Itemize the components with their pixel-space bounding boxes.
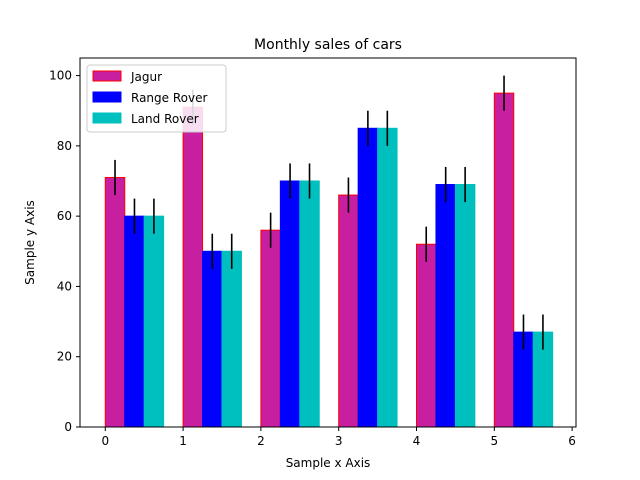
legend-label-land-rover: Land Rover (131, 112, 199, 126)
legend-label-range-rover: Range Rover (131, 91, 207, 105)
x-axis-label: Sample x Axis (286, 456, 371, 470)
bar-land-rover-2 (299, 180, 320, 428)
bar-jagur-5 (493, 92, 515, 428)
y-tick-label: 100 (49, 69, 72, 83)
legend-swatch-range-rover (92, 91, 122, 103)
plot-frame (79, 57, 577, 428)
x-tick-label: 6 (568, 434, 576, 448)
bar-range-rover-3 (357, 127, 379, 428)
legend: Jagur Range Rover Land Rover (86, 64, 227, 133)
y-tick-label: 40 (57, 279, 72, 293)
x-tick-label: 2 (257, 434, 265, 448)
bar-land-rover-4 (454, 184, 476, 428)
bar-land-rover-0 (143, 215, 165, 428)
x-tick-label: 3 (335, 434, 343, 448)
bar-jagur-3 (338, 194, 359, 428)
bar-land-rover-1 (221, 250, 242, 428)
chart-title: Monthly sales of cars (254, 37, 402, 53)
x-tick-label: 0 (101, 434, 109, 448)
bar-range-rover-2 (279, 180, 301, 428)
legend-box (86, 64, 227, 133)
y-tick-label: 60 (57, 209, 72, 223)
y-tick-label: 20 (57, 350, 72, 364)
bar-range-rover-4 (435, 184, 456, 428)
x-tick-label: 4 (413, 434, 421, 448)
bar-jagur-1 (182, 106, 204, 428)
bar-range-rover-1 (202, 250, 223, 428)
bar-jagur-0 (104, 176, 126, 428)
bars-layer (104, 92, 554, 428)
legend-swatch-jagur (92, 70, 122, 82)
legend-swatch-land-rover (92, 112, 122, 124)
legend-label-jagur: Jagur (130, 70, 162, 84)
y-axis-label: Sample y Axis (23, 200, 37, 285)
error-bars-layer (114, 75, 544, 350)
x-tick-label: 1 (179, 434, 187, 448)
bar-land-rover-3 (377, 127, 398, 428)
y-tick-label: 0 (64, 420, 72, 434)
y-axis-ticks: 0 20 40 60 80 100 (49, 69, 80, 434)
y-tick-label: 80 (57, 139, 72, 153)
x-axis-ticks: 0 1 2 3 4 5 6 (101, 427, 576, 448)
x-tick-label: 5 (490, 434, 498, 448)
bar-jagur-2 (260, 229, 281, 428)
bar-jagur-4 (416, 243, 437, 428)
bar-range-rover-0 (124, 215, 145, 428)
